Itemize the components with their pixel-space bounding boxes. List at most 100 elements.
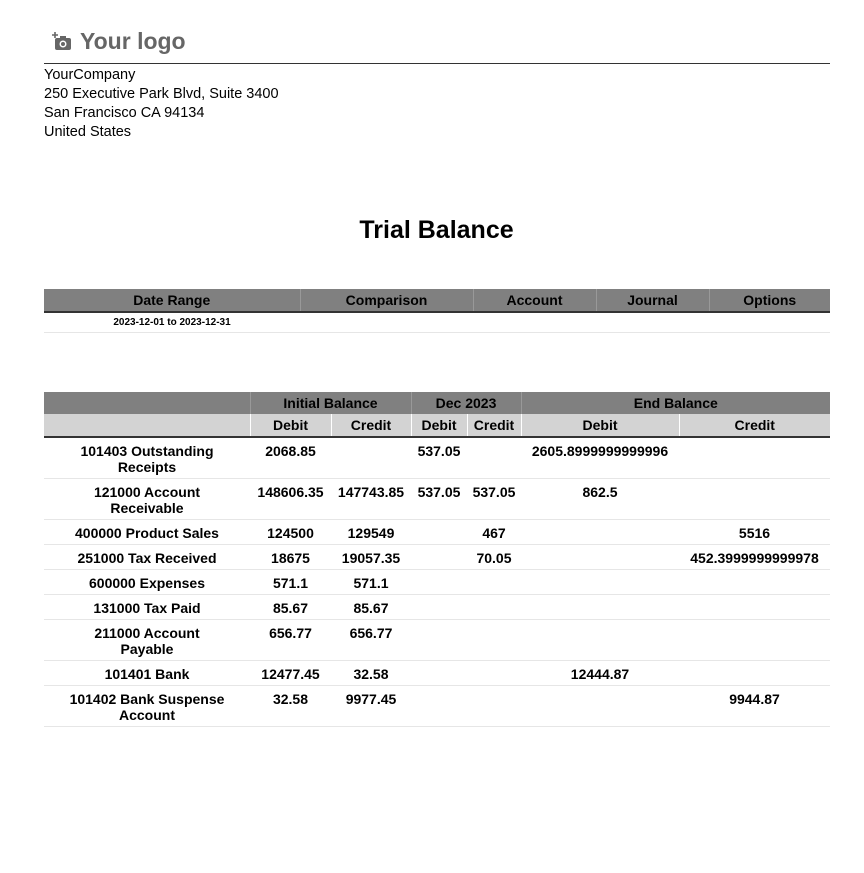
cell-period-credit [467, 437, 521, 479]
cell-end-debit [521, 594, 679, 620]
cell-end-debit [521, 544, 679, 570]
cell-initial-debit: 2068.85 [250, 437, 331, 479]
trial-balance-body: 101403 Outstanding Receipts 2068.85 537.05… [44, 437, 830, 727]
table-row: 211000 Account Payable 656.77 656.77 [44, 619, 830, 661]
address-line-2: San Francisco CA 94134 [44, 105, 205, 121]
subheader-end-debit: Debit [520, 414, 679, 438]
cell-account-name: 400000 Product Sales [44, 519, 250, 545]
cell-end-credit [679, 437, 830, 479]
cell-initial-credit [331, 437, 411, 479]
cell-period-credit [467, 569, 521, 595]
cell-end-credit [679, 619, 830, 661]
cell-account-name: 131000 Tax Paid [44, 594, 250, 620]
cell-period-debit [411, 685, 467, 727]
cell-end-credit: 5516 [679, 519, 830, 545]
filter-header-journal: Journal [595, 289, 709, 313]
group-header-end-balance: End Balance [520, 392, 830, 414]
table-row: 101403 Outstanding Receipts 2068.85 537.05… [44, 437, 830, 479]
cell-initial-debit: 18675 [250, 544, 331, 570]
cell-initial-credit: 85.67 [331, 594, 411, 620]
cell-end-debit [521, 685, 679, 727]
cell-initial-debit: 85.67 [250, 594, 331, 620]
subheader-initial-debit: Debit [249, 414, 331, 438]
cell-period-debit [411, 519, 467, 545]
address-country: United States [44, 124, 132, 140]
cell-end-debit: 2605.8999999999996 [521, 437, 679, 479]
group-header-period: Dec 2023 [410, 392, 521, 414]
cell-account-name: 211000 Account Payable [44, 619, 250, 661]
cell-period-debit [411, 569, 467, 595]
cell-period-debit [411, 594, 467, 620]
cell-period-debit: 537.05 [411, 437, 467, 479]
cell-end-debit: 12444.87 [521, 660, 679, 686]
cell-initial-credit: 571.1 [331, 569, 411, 595]
cell-end-debit [521, 569, 679, 595]
cell-account-name: 101401 Bank [44, 660, 250, 686]
table-row: 131000 Tax Paid 85.67 85.67 [44, 594, 830, 620]
cell-initial-debit: 124500 [250, 519, 331, 545]
filter-header-options: Options [708, 289, 830, 313]
cell-end-debit [521, 619, 679, 661]
company-name: YourCompany [44, 67, 136, 83]
cell-account-name: 121000 Account Receivable [44, 478, 250, 520]
report-title: Trial Balance [359, 216, 514, 244]
cell-period-credit [467, 594, 521, 620]
subheader-period-credit: Credit [466, 414, 521, 438]
cell-end-credit: 9944.87 [679, 685, 830, 727]
cell-period-credit: 537.05 [467, 478, 521, 520]
filters-table: Date Range Comparison Account Journal Op… [44, 289, 830, 333]
cell-initial-credit: 32.58 [331, 660, 411, 686]
filter-header-date-range: Date Range [44, 289, 300, 313]
cell-end-credit [679, 478, 830, 520]
company-address: YourCompany 250 Executive Park Blvd, Sui… [44, 66, 279, 142]
filter-value-date-range: 2023-12-01 to 2023-12-31 [44, 312, 300, 333]
cell-end-credit: 452.3999999999978 [679, 544, 830, 570]
cell-account-name: 101403 Outstanding Receipts [44, 437, 250, 479]
logo-text: Your logo [80, 28, 186, 54]
cell-period-credit: 70.05 [467, 544, 521, 570]
cell-period-debit [411, 544, 467, 570]
cell-period-debit [411, 619, 467, 661]
cell-period-debit: 537.05 [411, 478, 467, 520]
group-header-initial-balance: Initial Balance [249, 392, 411, 414]
cell-end-credit [679, 594, 830, 620]
cell-account-name: 101402 Bank Suspense Account [44, 685, 250, 727]
subheader-end-credit: Credit [678, 414, 830, 438]
cell-initial-debit: 571.1 [250, 569, 331, 595]
cell-end-debit [521, 519, 679, 545]
table-row: 121000 Account Receivable 148606.35 147743… [44, 478, 830, 520]
subheader-initial-credit: Credit [330, 414, 411, 438]
group-header-account [44, 392, 250, 414]
camera-plus-icon [52, 31, 71, 50]
cell-account-name: 251000 Tax Received [44, 544, 250, 570]
subheader-period-debit: Debit [410, 414, 467, 438]
cell-account-name: 600000 Expenses [44, 569, 250, 595]
cell-period-credit [467, 685, 521, 727]
filter-value-comparison [300, 312, 473, 333]
cell-initial-credit: 9977.45 [331, 685, 411, 727]
cell-period-credit [467, 660, 521, 686]
cell-initial-debit: 148606.35 [250, 478, 331, 520]
cell-end-credit [679, 569, 830, 595]
filter-value-journal [596, 312, 709, 333]
filter-value-account [473, 312, 596, 333]
cell-end-debit: 862.5 [521, 478, 679, 520]
table-row: 600000 Expenses 571.1 571.1 [44, 569, 830, 595]
table-row: 101402 Bank Suspense Account 32.58 9977.45… [44, 685, 830, 727]
table-row: 101401 Bank 12477.45 32.58 12444.87 [44, 660, 830, 686]
table-row: 251000 Tax Received 18675 19057.35 70.05 452… [44, 544, 830, 570]
cell-period-credit [467, 619, 521, 661]
cell-period-debit [411, 660, 467, 686]
cell-initial-credit: 129549 [331, 519, 411, 545]
trial-balance-table: Initial Balance Dec 2023 End Balance Deb… [44, 392, 830, 727]
cell-end-credit [679, 660, 830, 686]
header-divider [44, 63, 830, 64]
cell-initial-debit: 656.77 [250, 619, 331, 661]
filter-value-options [709, 312, 830, 333]
cell-initial-credit: 656.77 [331, 619, 411, 661]
cell-initial-debit: 32.58 [250, 685, 331, 727]
cell-initial-credit: 19057.35 [331, 544, 411, 570]
filter-header-account: Account [472, 289, 596, 313]
cell-period-credit: 467 [467, 519, 521, 545]
